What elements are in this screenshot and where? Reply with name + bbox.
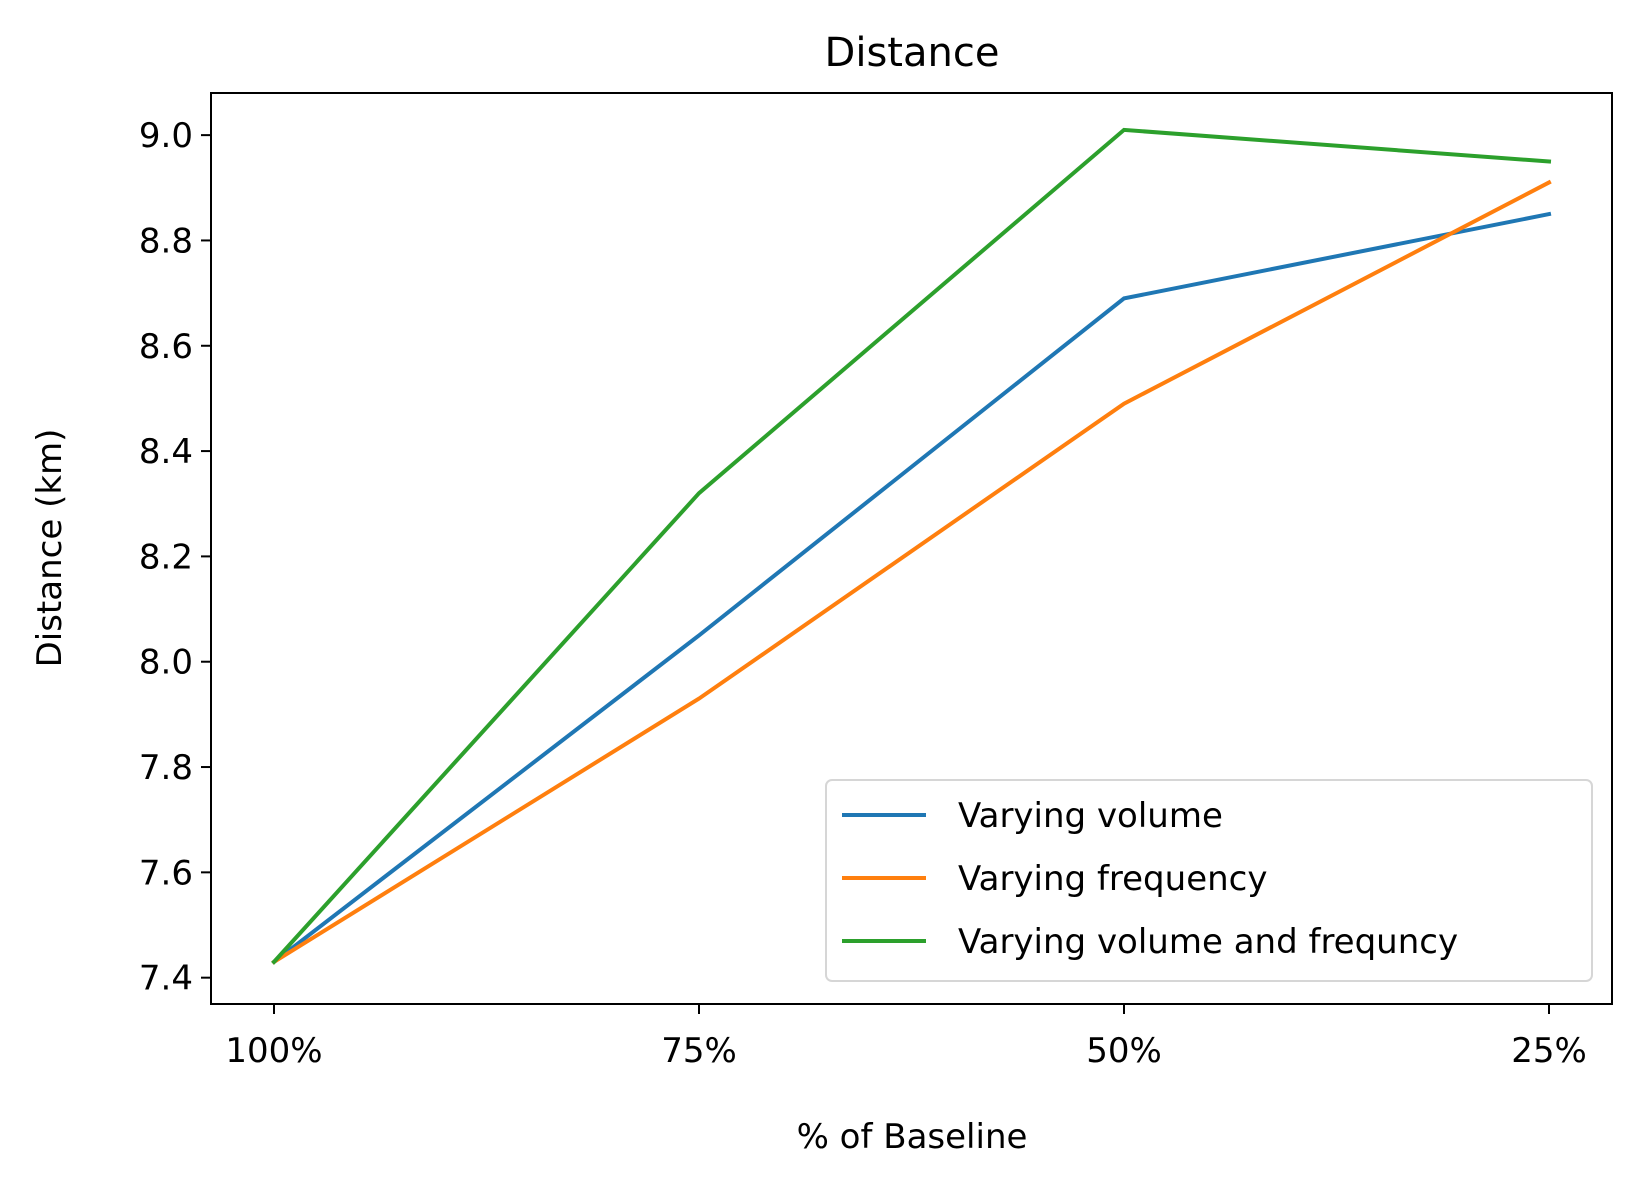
x-tick-label: 75% bbox=[661, 1031, 737, 1071]
y-tick-label: 8.8 bbox=[139, 221, 193, 261]
legend-label: Varying frequency bbox=[958, 859, 1267, 899]
legend-label: Varying volume bbox=[958, 796, 1223, 836]
chart-title: Distance bbox=[825, 30, 1000, 76]
x-tick-label: 50% bbox=[1086, 1031, 1162, 1071]
y-tick-label: 8.4 bbox=[139, 432, 193, 472]
x-axis: 100% 75% 50% 25% bbox=[225, 1004, 1587, 1071]
legend-items: Varying volume Varying frequency Varying v… bbox=[842, 796, 1458, 962]
series-line-3 bbox=[271, 127, 1552, 965]
y-tick-label: 9.0 bbox=[139, 116, 193, 156]
series-line-2 bbox=[271, 179, 1552, 965]
x-axis-label: % of Baseline bbox=[797, 1117, 1028, 1157]
y-axis-label: Distance (km) bbox=[30, 429, 70, 668]
x-tick-label: 100% bbox=[225, 1031, 322, 1071]
y-tick-label: 8.2 bbox=[139, 537, 193, 577]
y-tick-label: 8.6 bbox=[139, 327, 193, 367]
plot-frame bbox=[210, 92, 1613, 1005]
x-tick-label: 25% bbox=[1511, 1031, 1587, 1071]
legend: Varying volume Varying frequency Varying v… bbox=[825, 779, 1593, 982]
y-tick-label: 7.4 bbox=[139, 959, 193, 999]
legend-box bbox=[825, 779, 1593, 982]
y-axis: 7.4 7.6 7.8 8.0 8.2 8.4 8.6 8.8 9.0 bbox=[139, 116, 211, 999]
y-tick-label: 7.8 bbox=[139, 748, 193, 788]
legend-label: Varying volume and frequncy bbox=[958, 922, 1458, 962]
y-tick-label: 8.0 bbox=[139, 643, 193, 683]
y-tick-label: 7.6 bbox=[139, 853, 193, 893]
series-line-1 bbox=[271, 211, 1552, 965]
series-lines bbox=[271, 127, 1552, 965]
